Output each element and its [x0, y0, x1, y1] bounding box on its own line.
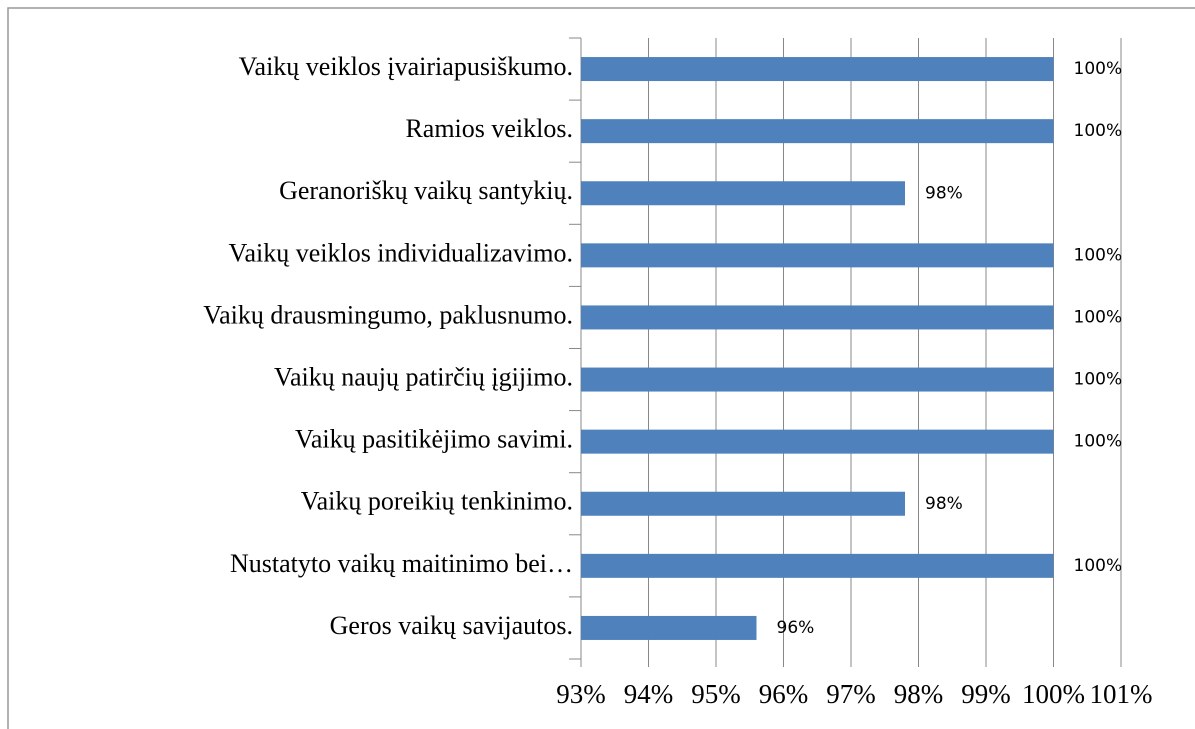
y-tick-label: Vaikų veiklos individualizavimo.: [229, 238, 573, 267]
value-label: 98%: [925, 494, 963, 514]
x-tick-label: 99%: [961, 679, 1011, 709]
y-tick-label: Geranoriškų vaikų santykių.: [279, 176, 573, 205]
value-label: 100%: [1074, 432, 1123, 452]
bar: [581, 615, 757, 640]
chart-frame: [7, 7, 1195, 729]
x-tick-label: 93%: [556, 679, 606, 709]
value-label: 100%: [1074, 245, 1123, 265]
x-tick-label: 97%: [826, 679, 876, 709]
y-tick-label: Ramios veiklos.: [405, 114, 573, 143]
value-label: 100%: [1074, 121, 1123, 141]
x-tick-label: 98%: [894, 679, 944, 709]
value-label: 100%: [1074, 370, 1123, 390]
x-tick-label: 96%: [759, 679, 809, 709]
bar: [581, 429, 1054, 454]
bar: [581, 119, 1054, 144]
bar: [581, 367, 1054, 392]
y-tick-label: Geros vaikų savijautos.: [330, 611, 573, 640]
value-label: 100%: [1074, 307, 1123, 327]
x-tick-label: 94%: [624, 679, 674, 709]
bar: [581, 57, 1054, 82]
y-tick-label: Vaikų drausmingumo, paklusnumo.: [203, 300, 573, 329]
y-tick-label: Vaikų veiklos įvairiapusiškumo.: [239, 52, 573, 81]
x-tick-label: 95%: [691, 679, 741, 709]
x-tick-label: 100%: [1022, 679, 1085, 709]
y-tick-label: Vaikų naujų patirčių įgijimo.: [274, 363, 573, 392]
value-label: 100%: [1074, 59, 1123, 79]
bar: [581, 181, 905, 206]
bar: [581, 491, 905, 516]
y-tick-label: Nustatyto vaikų maitinimo bei…: [230, 549, 573, 578]
x-tick-label: 101%: [1090, 679, 1153, 709]
bar: [581, 305, 1054, 330]
value-label: 98%: [925, 183, 963, 203]
value-label: 96%: [777, 618, 815, 638]
y-tick-label: Vaikų poreikių tenkinimo.: [301, 487, 573, 516]
y-tick-label: Vaikų pasitikėjimo savimi.: [295, 425, 573, 454]
value-label: 100%: [1074, 556, 1123, 576]
bar: [581, 243, 1054, 268]
bar: [581, 553, 1054, 578]
